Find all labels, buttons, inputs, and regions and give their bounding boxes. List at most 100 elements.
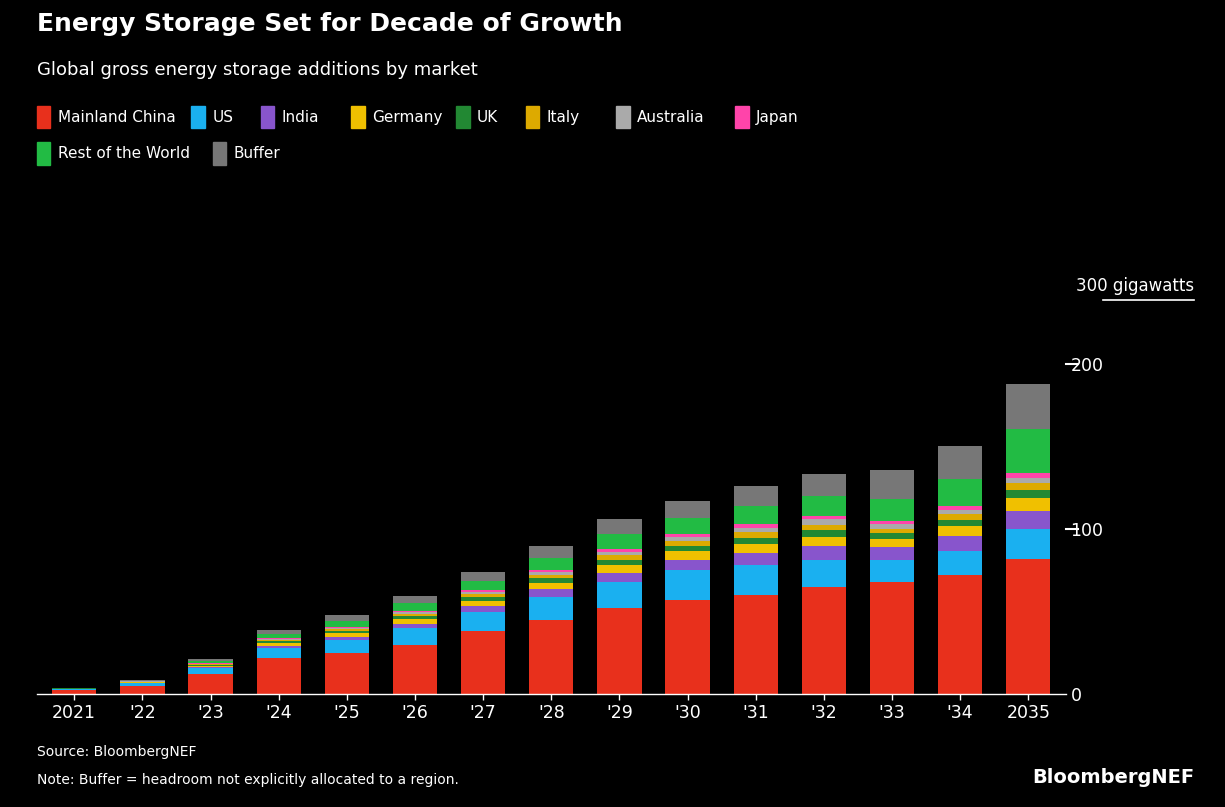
Bar	[325, 615, 369, 621]
Bar	[53, 690, 97, 694]
Bar	[461, 594, 505, 597]
Bar	[461, 597, 505, 600]
Bar	[325, 640, 369, 653]
Bar	[665, 541, 709, 546]
Bar	[529, 572, 573, 575]
Bar	[393, 645, 437, 694]
Bar	[256, 642, 301, 643]
Bar	[529, 579, 573, 583]
Bar	[529, 596, 573, 620]
Bar	[870, 582, 914, 694]
Bar	[1006, 491, 1050, 498]
Bar	[938, 526, 982, 536]
Bar	[529, 589, 573, 596]
Bar	[938, 536, 982, 550]
Bar	[938, 514, 982, 520]
Bar	[256, 629, 301, 634]
Bar	[393, 628, 437, 645]
Bar	[801, 546, 846, 560]
Text: Australia: Australia	[637, 110, 704, 124]
Bar	[734, 537, 778, 544]
Bar	[870, 529, 914, 533]
Text: BloombergNEF: BloombergNEF	[1033, 767, 1194, 787]
Bar	[598, 566, 642, 573]
Bar	[801, 516, 846, 520]
Bar	[189, 674, 233, 694]
Bar	[938, 510, 982, 514]
Bar	[734, 528, 778, 533]
Bar	[598, 549, 642, 552]
Bar	[801, 537, 846, 546]
Text: US: US	[212, 110, 233, 124]
Bar	[734, 595, 778, 694]
Bar	[256, 658, 301, 694]
Bar	[1006, 483, 1050, 491]
Bar	[938, 575, 982, 694]
Bar	[325, 633, 369, 637]
Bar	[189, 666, 233, 667]
Bar	[256, 648, 301, 658]
Bar	[393, 619, 437, 624]
Text: Italy: Italy	[546, 110, 579, 124]
Text: UK: UK	[477, 110, 499, 124]
Bar	[598, 560, 642, 566]
Bar	[665, 501, 709, 517]
Bar	[598, 534, 642, 549]
Bar	[938, 506, 982, 510]
Bar	[393, 613, 437, 614]
Bar	[665, 534, 709, 537]
Bar	[189, 665, 233, 666]
Bar	[256, 640, 301, 642]
Bar	[256, 634, 301, 638]
Bar	[325, 629, 369, 631]
Bar	[461, 571, 505, 581]
Bar	[53, 689, 97, 690]
Bar	[461, 631, 505, 694]
Bar	[598, 573, 642, 582]
Bar	[734, 553, 778, 566]
Bar	[598, 555, 642, 560]
Bar	[665, 571, 709, 600]
Bar	[870, 470, 914, 500]
Bar	[938, 520, 982, 526]
Bar	[393, 604, 437, 611]
Text: Energy Storage Set for Decade of Growth: Energy Storage Set for Decade of Growth	[37, 12, 622, 36]
Bar	[529, 570, 573, 572]
Bar	[325, 621, 369, 627]
Bar	[529, 575, 573, 579]
Bar	[189, 659, 233, 662]
Bar	[801, 475, 846, 495]
Bar	[870, 500, 914, 521]
Bar	[393, 596, 437, 604]
Bar	[189, 668, 233, 674]
Text: Source: BloombergNEF: Source: BloombergNEF	[37, 745, 196, 759]
Bar	[665, 559, 709, 571]
Bar	[393, 614, 437, 617]
Bar	[461, 590, 505, 592]
Bar	[1006, 429, 1050, 473]
Bar	[598, 582, 642, 608]
Bar	[189, 667, 233, 668]
Bar	[325, 631, 369, 633]
Bar	[734, 525, 778, 528]
Text: 300 gigawatts: 300 gigawatts	[1077, 277, 1194, 295]
Bar	[189, 662, 233, 663]
Bar	[870, 533, 914, 539]
Bar	[1006, 511, 1050, 529]
Bar	[325, 627, 369, 628]
Bar	[529, 558, 573, 570]
Bar	[938, 446, 982, 479]
Bar	[120, 679, 164, 680]
Bar	[598, 552, 642, 555]
Bar	[325, 628, 369, 629]
Bar	[598, 519, 642, 534]
Bar	[325, 637, 369, 640]
Bar	[801, 525, 846, 530]
Bar	[1006, 529, 1050, 558]
Bar	[734, 566, 778, 595]
Bar	[734, 506, 778, 525]
Bar	[938, 550, 982, 575]
Bar	[393, 624, 437, 628]
Bar	[256, 639, 301, 640]
Bar	[256, 646, 301, 648]
